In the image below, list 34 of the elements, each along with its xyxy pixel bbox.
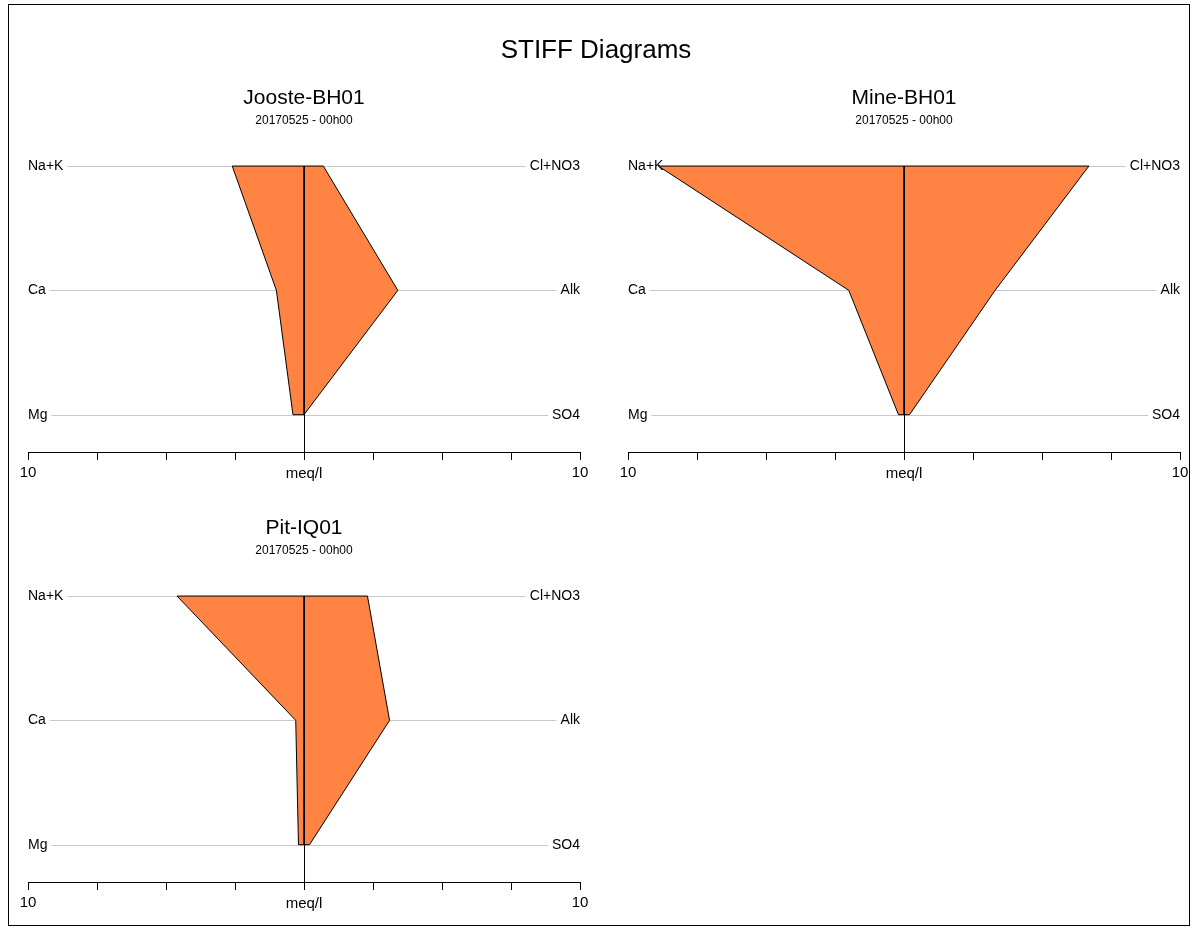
x-tick-label: 10 <box>619 463 637 481</box>
x-axis-title: meq/l <box>285 463 323 481</box>
y2-tick-label: SO4 <box>1151 405 1181 422</box>
y-tick-label: Ca <box>28 281 47 298</box>
x-tick-label: 10 <box>19 463 37 481</box>
y-tick-label: Na+K <box>628 156 665 173</box>
chart-title: Pit-IQ01 <box>265 515 343 539</box>
text: STIFF Diagrams <box>499 34 693 65</box>
y-tick-label: Na+K <box>28 156 65 173</box>
x-axis-title: meq/l <box>885 463 923 481</box>
y-tick-label: Na+K <box>28 586 65 603</box>
y2-tick-label: Alk <box>1160 281 1181 298</box>
x-tick-label: 10 <box>1171 463 1189 481</box>
y2-tick-label: SO4 <box>551 835 581 852</box>
y2-tick-label: Cl+NO3 <box>1129 156 1181 173</box>
chart-title: Mine-BH01 <box>851 85 957 109</box>
x-tick-label: 10 <box>571 463 589 481</box>
chart-subtitle: 20170525 - 00h00 <box>255 542 354 557</box>
y2-tick-label: SO4 <box>551 405 581 422</box>
y-tick-label: Ca <box>628 281 647 298</box>
y-tick-label: Mg <box>28 405 48 422</box>
y-tick-label: Mg <box>28 835 48 852</box>
x-axis-title: meq/l <box>285 893 323 911</box>
chart-subtitle: 20170525 - 00h00 <box>855 112 954 127</box>
y2-tick-label: Alk <box>560 281 581 298</box>
chart-title: Jooste-BH01 <box>243 85 365 109</box>
x-tick-label: 10 <box>571 893 589 911</box>
y-tick-label: Ca <box>28 711 47 728</box>
y2-tick-label: Cl+NO3 <box>529 156 581 173</box>
chart-subtitle: 20170525 - 00h00 <box>255 112 354 127</box>
y2-tick-label: Cl+NO3 <box>529 586 581 603</box>
y-tick-label: Mg <box>628 405 648 422</box>
y2-tick-label: Alk <box>560 711 581 728</box>
x-tick-label: 10 <box>19 893 37 911</box>
